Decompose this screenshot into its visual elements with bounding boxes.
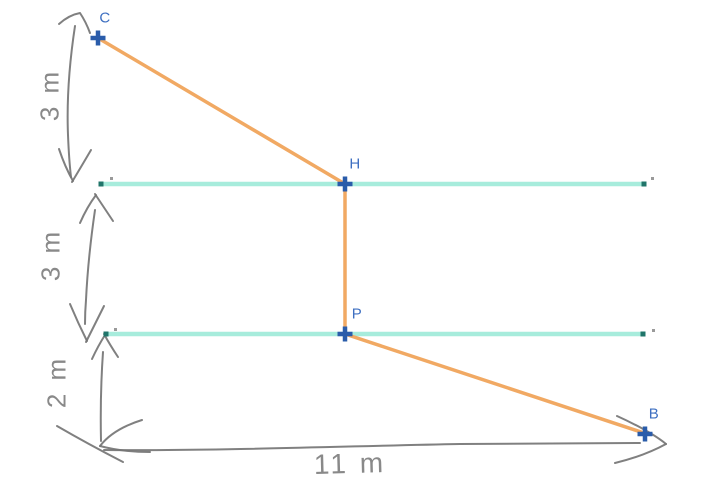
arrow-shaft — [66, 25, 76, 178]
arrowhead-stroke — [79, 194, 97, 224]
point-label-c: C — [99, 9, 111, 27]
handle-dot — [110, 177, 113, 180]
point-marker-c[interactable] — [90, 30, 106, 46]
point-marker-h[interactable] — [337, 176, 353, 192]
dimension-arrow-11m — [56, 415, 667, 464]
arrowhead-stroke — [85, 305, 105, 343]
arrowhead-stroke — [69, 303, 88, 342]
point-label-p: P — [351, 305, 363, 323]
measurement-label-3m-top: 3 m — [34, 68, 65, 122]
dimension-arrow-3m-middle — [69, 193, 114, 343]
line-endpoint-handle[interactable] — [103, 331, 109, 337]
measurement-label-11m: 11 m — [313, 447, 387, 478]
arrow-shaft — [99, 351, 104, 442]
line-endpoint-handle[interactable] — [98, 181, 104, 187]
dimension-arrow-2m — [91, 333, 119, 442]
arrow-shaft — [84, 209, 96, 325]
dimension-arrow-3m-top — [58, 12, 92, 183]
handle-dot — [652, 329, 655, 332]
arrowhead-stroke — [58, 148, 74, 182]
arrowhead-stroke — [103, 333, 119, 358]
arrow-shaft — [103, 442, 641, 452]
measurement-label-2m: 2 m — [41, 355, 72, 409]
arrowhead-stroke — [71, 149, 92, 183]
arrowhead-stroke — [91, 334, 106, 360]
path-c-h-p-b[interactable] — [96, 36, 646, 435]
handle-dot — [651, 177, 654, 180]
point-label-h: H — [349, 155, 361, 173]
corner-stroke — [56, 425, 124, 463]
point-label-b: B — [648, 405, 660, 423]
line-endpoint-handle[interactable] — [640, 331, 646, 337]
top-hook-stroke — [58, 12, 91, 34]
point-marker-b[interactable] — [637, 426, 653, 442]
arrowhead-stroke — [99, 419, 143, 447]
arrowhead-stroke — [614, 443, 667, 464]
handle-dot — [114, 328, 117, 331]
line-endpoint-handle[interactable] — [641, 181, 647, 187]
point-marker-p[interactable] — [337, 326, 353, 342]
arrowhead-stroke — [94, 193, 114, 222]
arrowhead-stroke — [99, 445, 151, 453]
measurement-label-3m-middle: 3 m — [35, 228, 66, 282]
